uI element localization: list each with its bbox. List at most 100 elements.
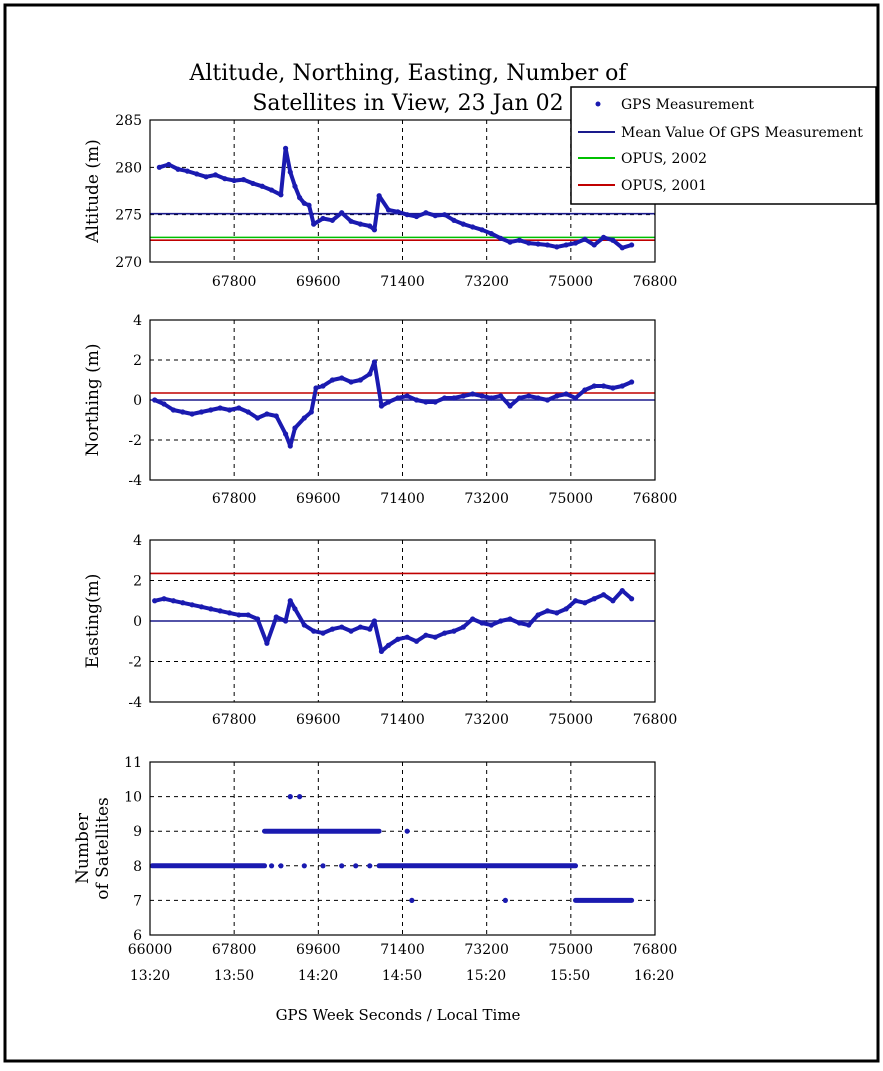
gps-measurement-point: [283, 431, 289, 437]
x-tick-label: 73200: [464, 942, 509, 958]
x-tick-label: 67800: [212, 274, 257, 290]
gps-measurement-point: [240, 177, 247, 183]
gps-measurement-point: [320, 863, 326, 869]
gps-measurement-point: [217, 608, 223, 614]
y-tick-label: -4: [128, 473, 142, 489]
panel-4: 11 10 9 8 7 6 67800 69600 71400 73200 75000 76800 66…: [73, 755, 677, 958]
gps-measurement-point: [161, 596, 167, 602]
y-tick-label: -4: [128, 695, 142, 711]
x-tick-label: 75000: [549, 491, 594, 507]
gps-measurement-point: [371, 227, 378, 233]
gps-measurement-point: [329, 217, 335, 223]
gps-measurement-point: [189, 411, 195, 417]
gps-measurement-point: [572, 395, 579, 401]
gps-measurement-point: [516, 237, 522, 243]
gps-measurement-point: [245, 612, 251, 618]
gps-measurement-point: [226, 407, 233, 413]
gps-measurement-point: [378, 648, 385, 654]
gps-measurement-point: [357, 624, 364, 630]
gps-measurement-point: [460, 624, 466, 630]
y-tick-label: -2: [128, 655, 142, 671]
x-tick-label: 69600: [296, 712, 341, 728]
gps-measurement-point: [301, 200, 307, 206]
gps-measurement-point: [189, 602, 195, 608]
y-tick-label: 8: [133, 859, 142, 875]
x-tick-label: 69600: [296, 942, 341, 958]
gps-measurement-point: [301, 415, 307, 421]
gps-measurement-point: [619, 588, 625, 594]
gps-measurement-point: [502, 897, 508, 904]
gps-measurement-point: [479, 393, 485, 399]
gps-measurement-point: [619, 245, 625, 251]
x-tick-label: 71400: [380, 942, 425, 958]
gps-measurement-point: [432, 634, 438, 640]
y-axis-label: Altitude (m): [83, 139, 103, 244]
border-rect: [3, 3, 880, 1063]
gps-measurement-point: [329, 626, 335, 632]
x-tick-label: 73200: [464, 712, 509, 728]
gps-measurement-point: [516, 395, 522, 401]
x-tick-label: 69600: [296, 274, 341, 290]
gps-measurement-point: [259, 183, 265, 189]
gps-measurement-point: [184, 168, 191, 174]
gps-measurement-point: [544, 397, 551, 403]
x-tick-label: 66000: [128, 942, 173, 958]
gps-measurement-point: [161, 401, 167, 407]
gps-measurement-point: [367, 223, 373, 229]
gps-measurement-point: [339, 210, 345, 216]
gps-measurement-point: [287, 794, 293, 800]
y-tick-label: 11: [124, 755, 142, 771]
gps-measurement-point: [203, 174, 209, 180]
gps-measurement-point: [313, 385, 319, 391]
gps-measurement-point: [563, 606, 569, 612]
gps-measurement-point: [516, 620, 522, 626]
gps-measurement-point: [194, 171, 200, 177]
gps-measurement-point: [287, 443, 293, 449]
gps-measurement-point: [460, 393, 466, 399]
gps-measurement-point: [245, 409, 251, 415]
gps-measurement-point: [535, 612, 541, 618]
time-tick-label: 13:50: [214, 968, 254, 984]
y-tick-label: 2: [133, 574, 142, 590]
x-tick-label: 67800: [212, 712, 257, 728]
gps-measurement-point: [264, 411, 270, 417]
gps-measurement-point: [470, 224, 476, 230]
y-tick-label: -2: [128, 433, 142, 449]
gps-measurement-point: [283, 618, 289, 624]
gps-measurement-point: [591, 383, 597, 389]
x-tick-label: 73200: [464, 491, 509, 507]
legend-box: [570, 86, 877, 205]
gps-measurement-point: [470, 616, 476, 622]
y-axis-label: Northing (m): [83, 343, 103, 456]
gps-measurement-point: [385, 642, 392, 648]
gps-measurement-point: [297, 794, 303, 800]
time-tick-label: 14:20: [298, 968, 338, 984]
gps-measurement-point: [198, 604, 205, 610]
gps-measurement-point: [479, 620, 485, 626]
gps-measurement-point: [152, 397, 158, 403]
gps-measurement-point: [591, 242, 597, 248]
gps-measurement-point: [348, 628, 354, 634]
gps-measurement-point: [278, 192, 284, 198]
gps-measurement-point: [287, 598, 293, 604]
gps-measurement-point: [451, 217, 457, 223]
gps-measurement-point: [278, 863, 284, 869]
gps-measurement-point: [600, 234, 607, 240]
gps-measurement-point: [488, 231, 494, 237]
x-tick-label: 73200: [464, 274, 509, 290]
gps-measurement-point: [268, 187, 275, 193]
gps-measurement-point: [320, 630, 326, 636]
gps-measurement-point: [320, 383, 326, 389]
y-tick-label: 4: [133, 533, 142, 549]
y-tick-label: 275: [115, 208, 142, 224]
x-axis-label: GPS Week Seconds / Local Time: [276, 1006, 521, 1024]
gps-measurement-point: [348, 218, 354, 224]
x-tick-label: 76800: [633, 712, 678, 728]
gps-measurement-point: [311, 628, 317, 634]
plot-frame: [149, 761, 656, 936]
gps-measurement-point: [629, 596, 635, 602]
plot-frame: [149, 539, 656, 703]
gps-measurement-point: [339, 624, 345, 630]
gps-measurement-point: [376, 193, 382, 199]
